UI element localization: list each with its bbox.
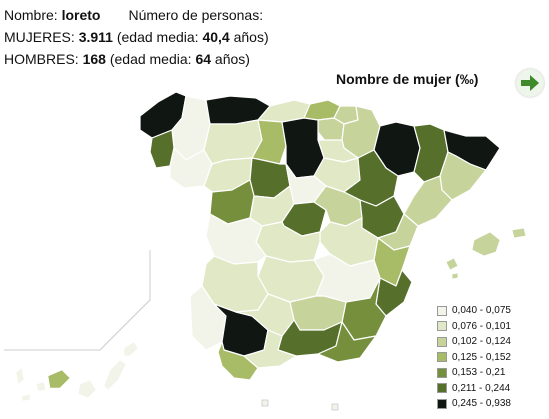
legend-label: 0,076 - 0,101 bbox=[452, 320, 511, 332]
ceuta[interactable] bbox=[261, 399, 269, 407]
name-value: loreto bbox=[61, 7, 101, 23]
legend: 0,040 - 0,075 0,076 - 0,101 0,102 - 0,12… bbox=[437, 303, 511, 412]
island-tenerife[interactable] bbox=[47, 369, 71, 389]
legend-swatch bbox=[437, 383, 447, 394]
legend-item: 0,102 - 0,124 bbox=[437, 334, 511, 350]
island-mallorca[interactable] bbox=[471, 231, 501, 257]
province-alava[interactable] bbox=[317, 117, 345, 143]
legend-label: 0,125 - 0,152 bbox=[452, 351, 511, 363]
canary-islands-inset bbox=[4, 250, 151, 402]
island-lanzarote[interactable] bbox=[123, 341, 139, 357]
melilla[interactable] bbox=[331, 403, 339, 411]
legend-label: 0,040 - 0,075 bbox=[452, 305, 511, 317]
legend-swatch bbox=[437, 336, 447, 347]
island-la-palma[interactable] bbox=[15, 367, 25, 385]
island-el-hierro[interactable] bbox=[21, 393, 31, 402]
legend-swatch bbox=[437, 398, 447, 409]
legend-item: 0,076 - 0,101 bbox=[437, 319, 511, 335]
province-tarragona[interactable] bbox=[403, 175, 453, 227]
men-label: HOMBRES: bbox=[4, 51, 79, 67]
men-row: HOMBRES: 168 (edad media: 64 años) bbox=[4, 48, 269, 70]
island-fuerteventura[interactable] bbox=[103, 359, 127, 391]
legend-swatch bbox=[437, 321, 447, 332]
island-menorca[interactable] bbox=[511, 227, 527, 239]
women-age: 40,4 bbox=[202, 29, 230, 45]
legend-label: 0,102 - 0,124 bbox=[452, 336, 511, 348]
women-age-prefix: (edad media: bbox=[116, 29, 199, 45]
province-almeria[interactable] bbox=[317, 321, 377, 363]
island-gran-canaria[interactable] bbox=[77, 379, 97, 399]
legend-item: 0,125 - 0,152 bbox=[437, 350, 511, 366]
island-la-gomera[interactable] bbox=[35, 381, 47, 392]
legend-swatch bbox=[437, 305, 447, 316]
name-row: Nombre: loreto Número de personas: bbox=[4, 4, 269, 26]
men-age: 64 bbox=[195, 51, 212, 67]
women-row: MUJERES: 3.911 (edad media: 40,4 años) bbox=[4, 26, 269, 48]
province-caceres[interactable] bbox=[205, 213, 267, 265]
island-ibiza[interactable] bbox=[445, 257, 459, 271]
name-label: Nombre: bbox=[4, 7, 58, 23]
men-age-prefix: (edad media: bbox=[109, 51, 192, 67]
legend-item: 0,040 - 0,075 bbox=[437, 303, 511, 319]
women-age-suffix: años) bbox=[233, 29, 269, 45]
province-malaga[interactable] bbox=[243, 329, 297, 369]
name-field: Nombre: loreto bbox=[4, 4, 100, 26]
legend-label: 0,245 - 0,938 bbox=[452, 398, 511, 410]
women-label: MUJERES: bbox=[4, 29, 75, 45]
women-count: 3.911 bbox=[78, 29, 113, 45]
legend-item: 0,211 - 0,244 bbox=[437, 381, 511, 397]
legend-swatch bbox=[437, 352, 447, 363]
legend-swatch bbox=[437, 367, 447, 378]
island-formentera[interactable] bbox=[451, 272, 459, 280]
province-cadiz[interactable] bbox=[217, 341, 259, 381]
persons-label: Número de personas: bbox=[128, 7, 264, 23]
men-age-suffix: años) bbox=[214, 51, 250, 67]
men-count: 168 bbox=[82, 51, 106, 67]
legend-item: 0,245 - 0,938 bbox=[437, 396, 511, 412]
legend-item: 0,153 - 0,21 bbox=[437, 365, 511, 381]
legend-label: 0,153 - 0,21 bbox=[452, 367, 506, 379]
person-info: Nombre: loreto Número de personas: MUJER… bbox=[4, 4, 269, 70]
map-title: Nombre de mujer (‰) bbox=[336, 71, 479, 87]
legend-label: 0,211 - 0,244 bbox=[452, 382, 511, 394]
next-map-button[interactable] bbox=[516, 69, 544, 97]
arrow-right-icon bbox=[521, 75, 539, 91]
